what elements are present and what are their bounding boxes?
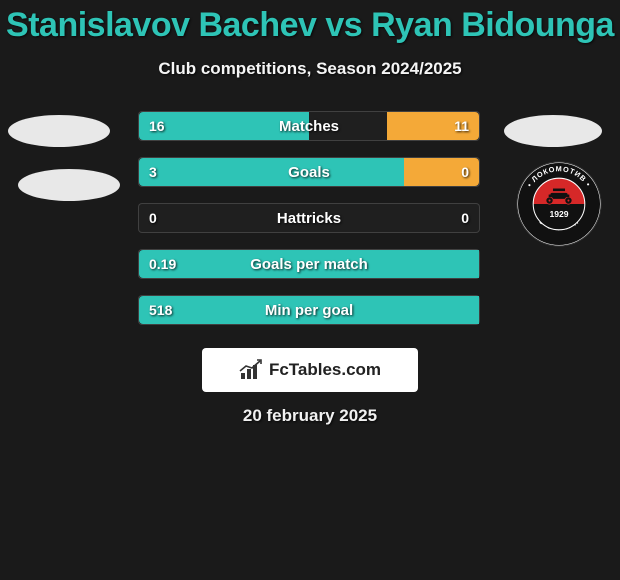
- page-subtitle: Club competitions, Season 2024/2025: [0, 59, 620, 79]
- player-left-club-placeholder: [18, 169, 120, 201]
- player-right-avatar-placeholder: [504, 115, 602, 147]
- stat-bar-row: 1611Matches: [138, 111, 480, 141]
- stat-label: Matches: [139, 112, 479, 140]
- player-left-avatar-placeholder: [8, 115, 110, 147]
- stat-label: Min per goal: [139, 296, 479, 324]
- stat-bar-row: 0.19Goals per match: [138, 249, 480, 279]
- stat-bar-row: 30Goals: [138, 157, 480, 187]
- branding-text: FcTables.com: [269, 360, 381, 380]
- club-year: 1929: [549, 209, 568, 219]
- stat-label: Goals: [139, 158, 479, 186]
- stat-label: Hattricks: [139, 204, 479, 232]
- stat-bars: 1611Matches 30Goals 00Hattricks 0.19Goals p…: [138, 111, 480, 341]
- stat-label: Goals per match: [139, 250, 479, 278]
- page-title: Stanislavov Bachev vs Ryan Bidounga: [0, 0, 620, 45]
- stat-bar-row: 518Min per goal: [138, 295, 480, 325]
- player-right-club-logo: • ЛОКОМОТИВ • С О Ф И Я 1929: [516, 161, 602, 247]
- stat-bar-row: 00Hattricks: [138, 203, 480, 233]
- bar-chart-icon: [239, 359, 263, 381]
- date-text: 20 february 2025: [0, 406, 620, 426]
- branding-badge: FcTables.com: [202, 348, 418, 392]
